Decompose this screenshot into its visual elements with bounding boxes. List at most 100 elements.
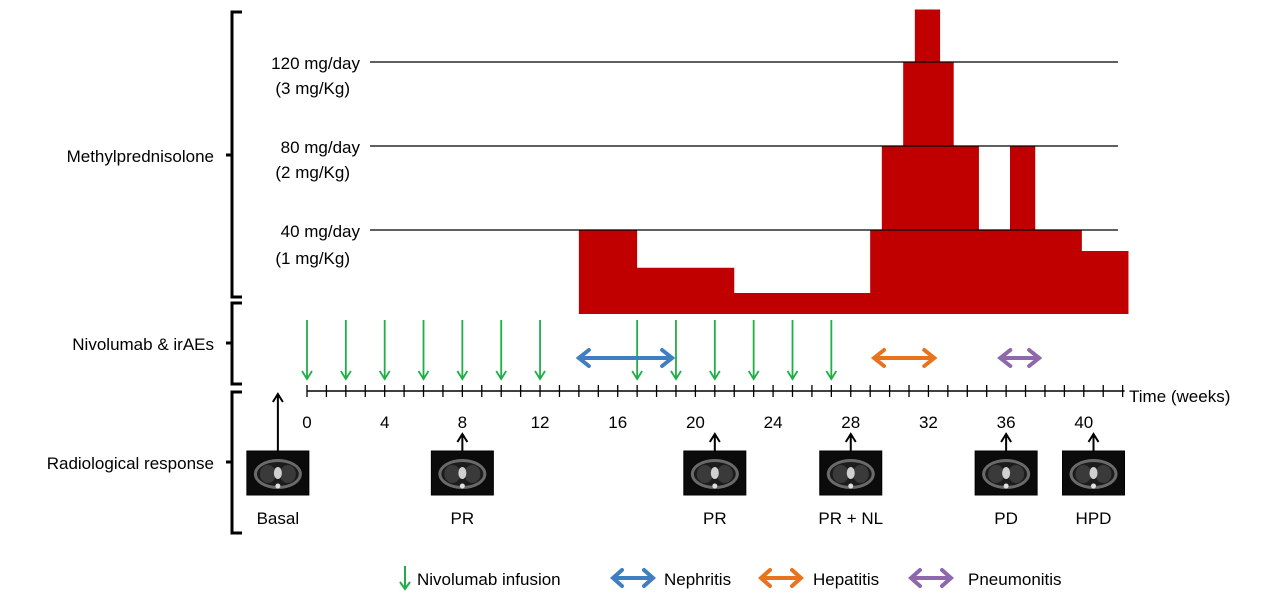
time-tick-label-24: 24	[764, 413, 783, 432]
dose-label-120-kg: (3 mg/Kg)	[275, 79, 350, 98]
time-tick-label-4: 4	[380, 413, 389, 432]
infusion-arrow-8-down-arrow-icon	[631, 320, 643, 381]
dose-label-80: 80 mg/day	[281, 138, 361, 157]
time-tick-label-40: 40	[1074, 413, 1093, 432]
steroid-dose-layer	[370, 9, 1129, 314]
ct-scan-spine	[712, 483, 718, 489]
ct-scan-3: PR	[683, 432, 747, 528]
ct-scan-mediastinum	[710, 467, 719, 479]
infusion-arrows	[301, 320, 838, 381]
ct-scans: Basal PR PR PR + NL PD HPD	[246, 392, 1126, 528]
ct-scan-label: PR	[703, 509, 727, 528]
ct-scan-right-lung	[716, 465, 733, 483]
ct-scan-mediastinum	[273, 467, 282, 479]
legend-infusion-label: Nivolumab infusion	[417, 570, 561, 589]
legend-infusion-down-arrow-icon	[399, 566, 411, 591]
legend-item-infusion: Nivolumab infusion	[399, 566, 561, 591]
steroid-section-label: Methylprednisolone	[67, 147, 214, 166]
time-tick-label-36: 36	[997, 413, 1016, 432]
infusion-arrow-2-down-arrow-icon	[340, 320, 352, 381]
time-axis-label: Time (weeks)	[1129, 387, 1230, 406]
legend-hepatitis-label: Hepatitis	[813, 570, 879, 589]
ct-scan-mediastinum	[846, 467, 855, 479]
ct-scan-pointer-arrow-icon	[1000, 432, 1012, 451]
dose-level-labels: 120 mg/day (3 mg/Kg) 80 mg/day (2 mg/Kg)…	[271, 54, 360, 268]
infusion-arrow-9-down-arrow-icon	[670, 320, 682, 381]
ct-scan-mediastinum	[458, 467, 467, 479]
ct-scan-spine	[459, 483, 465, 489]
time-tick-label-12: 12	[531, 413, 550, 432]
time-tick-label-28: 28	[841, 413, 860, 432]
ct-scan-label: PR + NL	[818, 509, 883, 528]
ct-scan-1: Basal	[246, 392, 310, 528]
ct-scan-label: HPD	[1076, 509, 1112, 528]
dose-label-80-kg: (2 mg/Kg)	[275, 163, 350, 182]
ct-scan-right-lung	[279, 465, 296, 483]
radio-section-label: Radiological response	[47, 454, 214, 473]
time-tick-label-0: 0	[302, 413, 311, 432]
ct-scan-pointer-arrow-icon	[456, 432, 469, 451]
legend-hepatitis-double-arrow-icon	[757, 568, 805, 588]
infusion-arrow-11-down-arrow-icon	[747, 320, 760, 381]
infusion-arrow-3-down-arrow-icon	[378, 320, 391, 381]
adverse-event-arrows	[575, 348, 1043, 368]
ct-scan-spine	[1003, 483, 1009, 489]
ct-scan-right-lung	[1095, 465, 1112, 483]
radio-bracket	[226, 390, 242, 535]
ct-scan-left-lung	[444, 465, 461, 483]
ct-scan-pointer-arrow-icon	[708, 432, 721, 451]
infusion-arrow-6-down-arrow-icon	[495, 320, 507, 381]
hepatitis-event-arrow	[870, 348, 938, 368]
ct-scan-spine	[1091, 483, 1097, 489]
infusion-arrow-13-down-arrow-icon	[825, 320, 838, 381]
ct-scan-spine	[848, 483, 854, 489]
ct-scan-pointer-arrow-icon	[272, 392, 284, 451]
drug-bracket	[226, 301, 242, 386]
steroid-bracket	[226, 10, 242, 299]
time-tick-label-8: 8	[458, 413, 467, 432]
legend-nephritis-double-arrow-icon	[609, 568, 657, 588]
time-tick-label-32: 32	[919, 413, 938, 432]
drug-section-label: Nivolumab & irAEs	[72, 335, 214, 354]
ct-scan-right-lung	[1008, 465, 1025, 483]
ct-scan-left-lung	[988, 465, 1005, 483]
ct-scan-left-lung	[832, 465, 849, 483]
ct-scan-pointer-arrow-icon	[1087, 432, 1100, 451]
infusion-arrow-5-down-arrow-icon	[456, 320, 469, 381]
time-tick-label-16: 16	[608, 413, 627, 432]
ct-scan-mediastinum	[1089, 467, 1098, 479]
pneumonitis-event-arrow	[997, 348, 1043, 368]
time-tick-label-20: 20	[686, 413, 705, 432]
dose-label-40-kg: (1 mg/Kg)	[275, 249, 350, 268]
legend-item-pneumonitis: Pneumonitis	[907, 568, 1062, 589]
ct-scan-label: Basal	[257, 509, 300, 528]
ct-scan-left-lung	[259, 465, 276, 483]
infusion-arrow-12-down-arrow-icon	[786, 320, 799, 381]
legend-item-nephritis: Nephritis	[609, 568, 731, 589]
dose-label-120: 120 mg/day	[271, 54, 360, 73]
ct-scan-left-lung	[696, 465, 713, 483]
time-axis: 0 4 8 12 16 20 24 28 32 36 40	[302, 385, 1125, 432]
ct-scan-left-lung	[1075, 465, 1092, 483]
ct-scan-mediastinum	[1002, 467, 1011, 479]
legend-item-hepatitis: Hepatitis	[757, 568, 879, 589]
ct-scan-5: PD	[974, 432, 1038, 528]
dose-label-40: 40 mg/day	[281, 222, 361, 241]
section-brackets	[226, 10, 242, 535]
infusion-arrow-1-down-arrow-icon	[301, 320, 313, 381]
ct-scan-label: PD	[994, 509, 1018, 528]
ct-scan-spine	[275, 483, 281, 489]
legend-nephritis-label: Nephritis	[664, 570, 731, 589]
methylprednisolone-dose-area	[578, 9, 1129, 314]
infusion-arrow-7-down-arrow-icon	[534, 320, 546, 381]
ct-scan-6: HPD	[1062, 432, 1126, 528]
infusion-arrow-10-down-arrow-icon	[709, 320, 721, 381]
ct-scan-right-lung	[852, 465, 869, 483]
ct-scan-label: PR	[451, 509, 475, 528]
nephritis-event-arrow	[575, 348, 676, 368]
ct-scan-pointer-arrow-icon	[844, 432, 857, 451]
legend-pneumonitis-double-arrow-icon	[907, 568, 955, 588]
legend-pneumonitis-label: Pneumonitis	[968, 570, 1062, 589]
ct-scan-right-lung	[464, 465, 481, 483]
